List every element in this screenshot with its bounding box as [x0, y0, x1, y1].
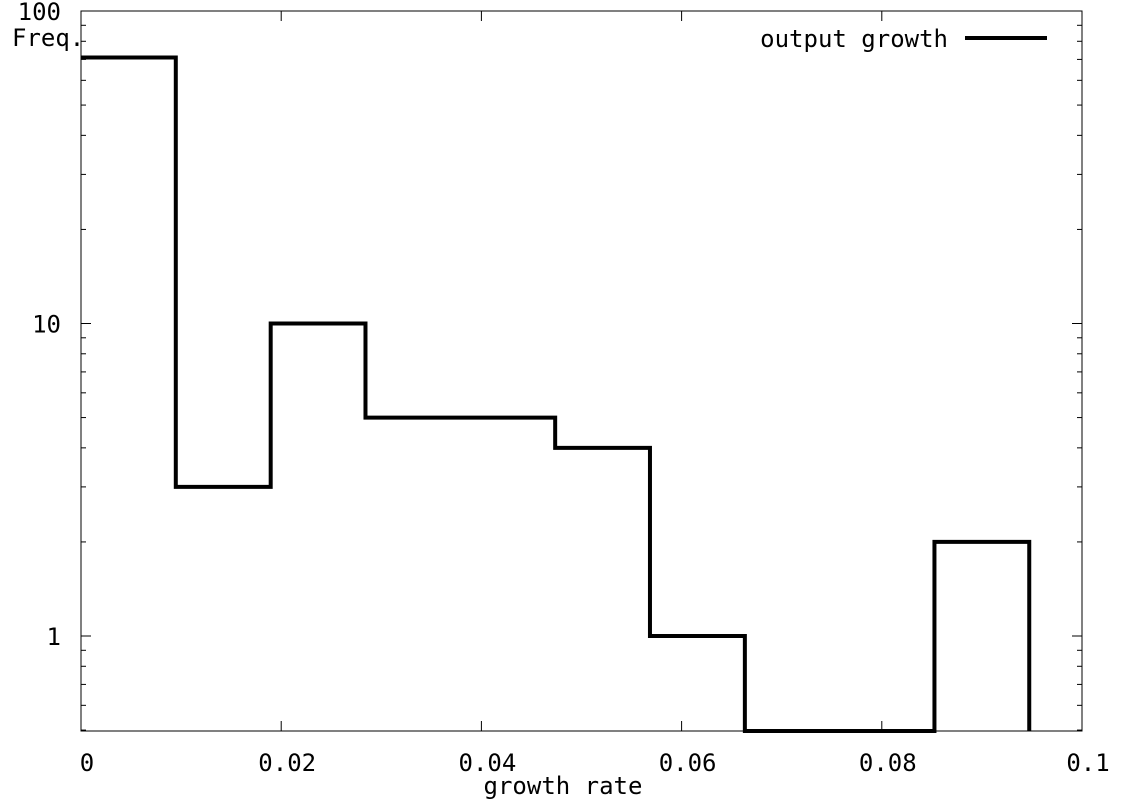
x-tick-label: 0.06: [659, 749, 717, 777]
y-tick-label: 100: [18, 0, 61, 26]
x-axis-label: growth rate: [484, 772, 643, 800]
x-tick-label: 0.04: [459, 749, 517, 777]
legend-label: output growth: [760, 25, 948, 53]
legend: output growth: [760, 25, 1047, 53]
x-tick-label: 0: [80, 749, 94, 777]
minor-ticks: [81, 24, 1082, 731]
x-tick-label: 0.08: [859, 749, 917, 777]
y-tick-label: 10: [32, 311, 61, 339]
y-axis-label: Freq.: [12, 24, 84, 52]
y-tick-label: 1: [47, 623, 61, 651]
major-ticks: [80, 11, 1083, 731]
y-tick-labels: 1 10 100: [18, 0, 61, 651]
x-tick-label: 0.1: [1066, 749, 1109, 777]
x-tick-label: 0.02: [258, 749, 316, 777]
x-tick-labels: 0 0.02 0.04 0.06 0.08 0.1: [80, 749, 1110, 777]
series-line-output-growth: [81, 55, 1032, 733]
plot-frame: [80, 10, 1083, 732]
